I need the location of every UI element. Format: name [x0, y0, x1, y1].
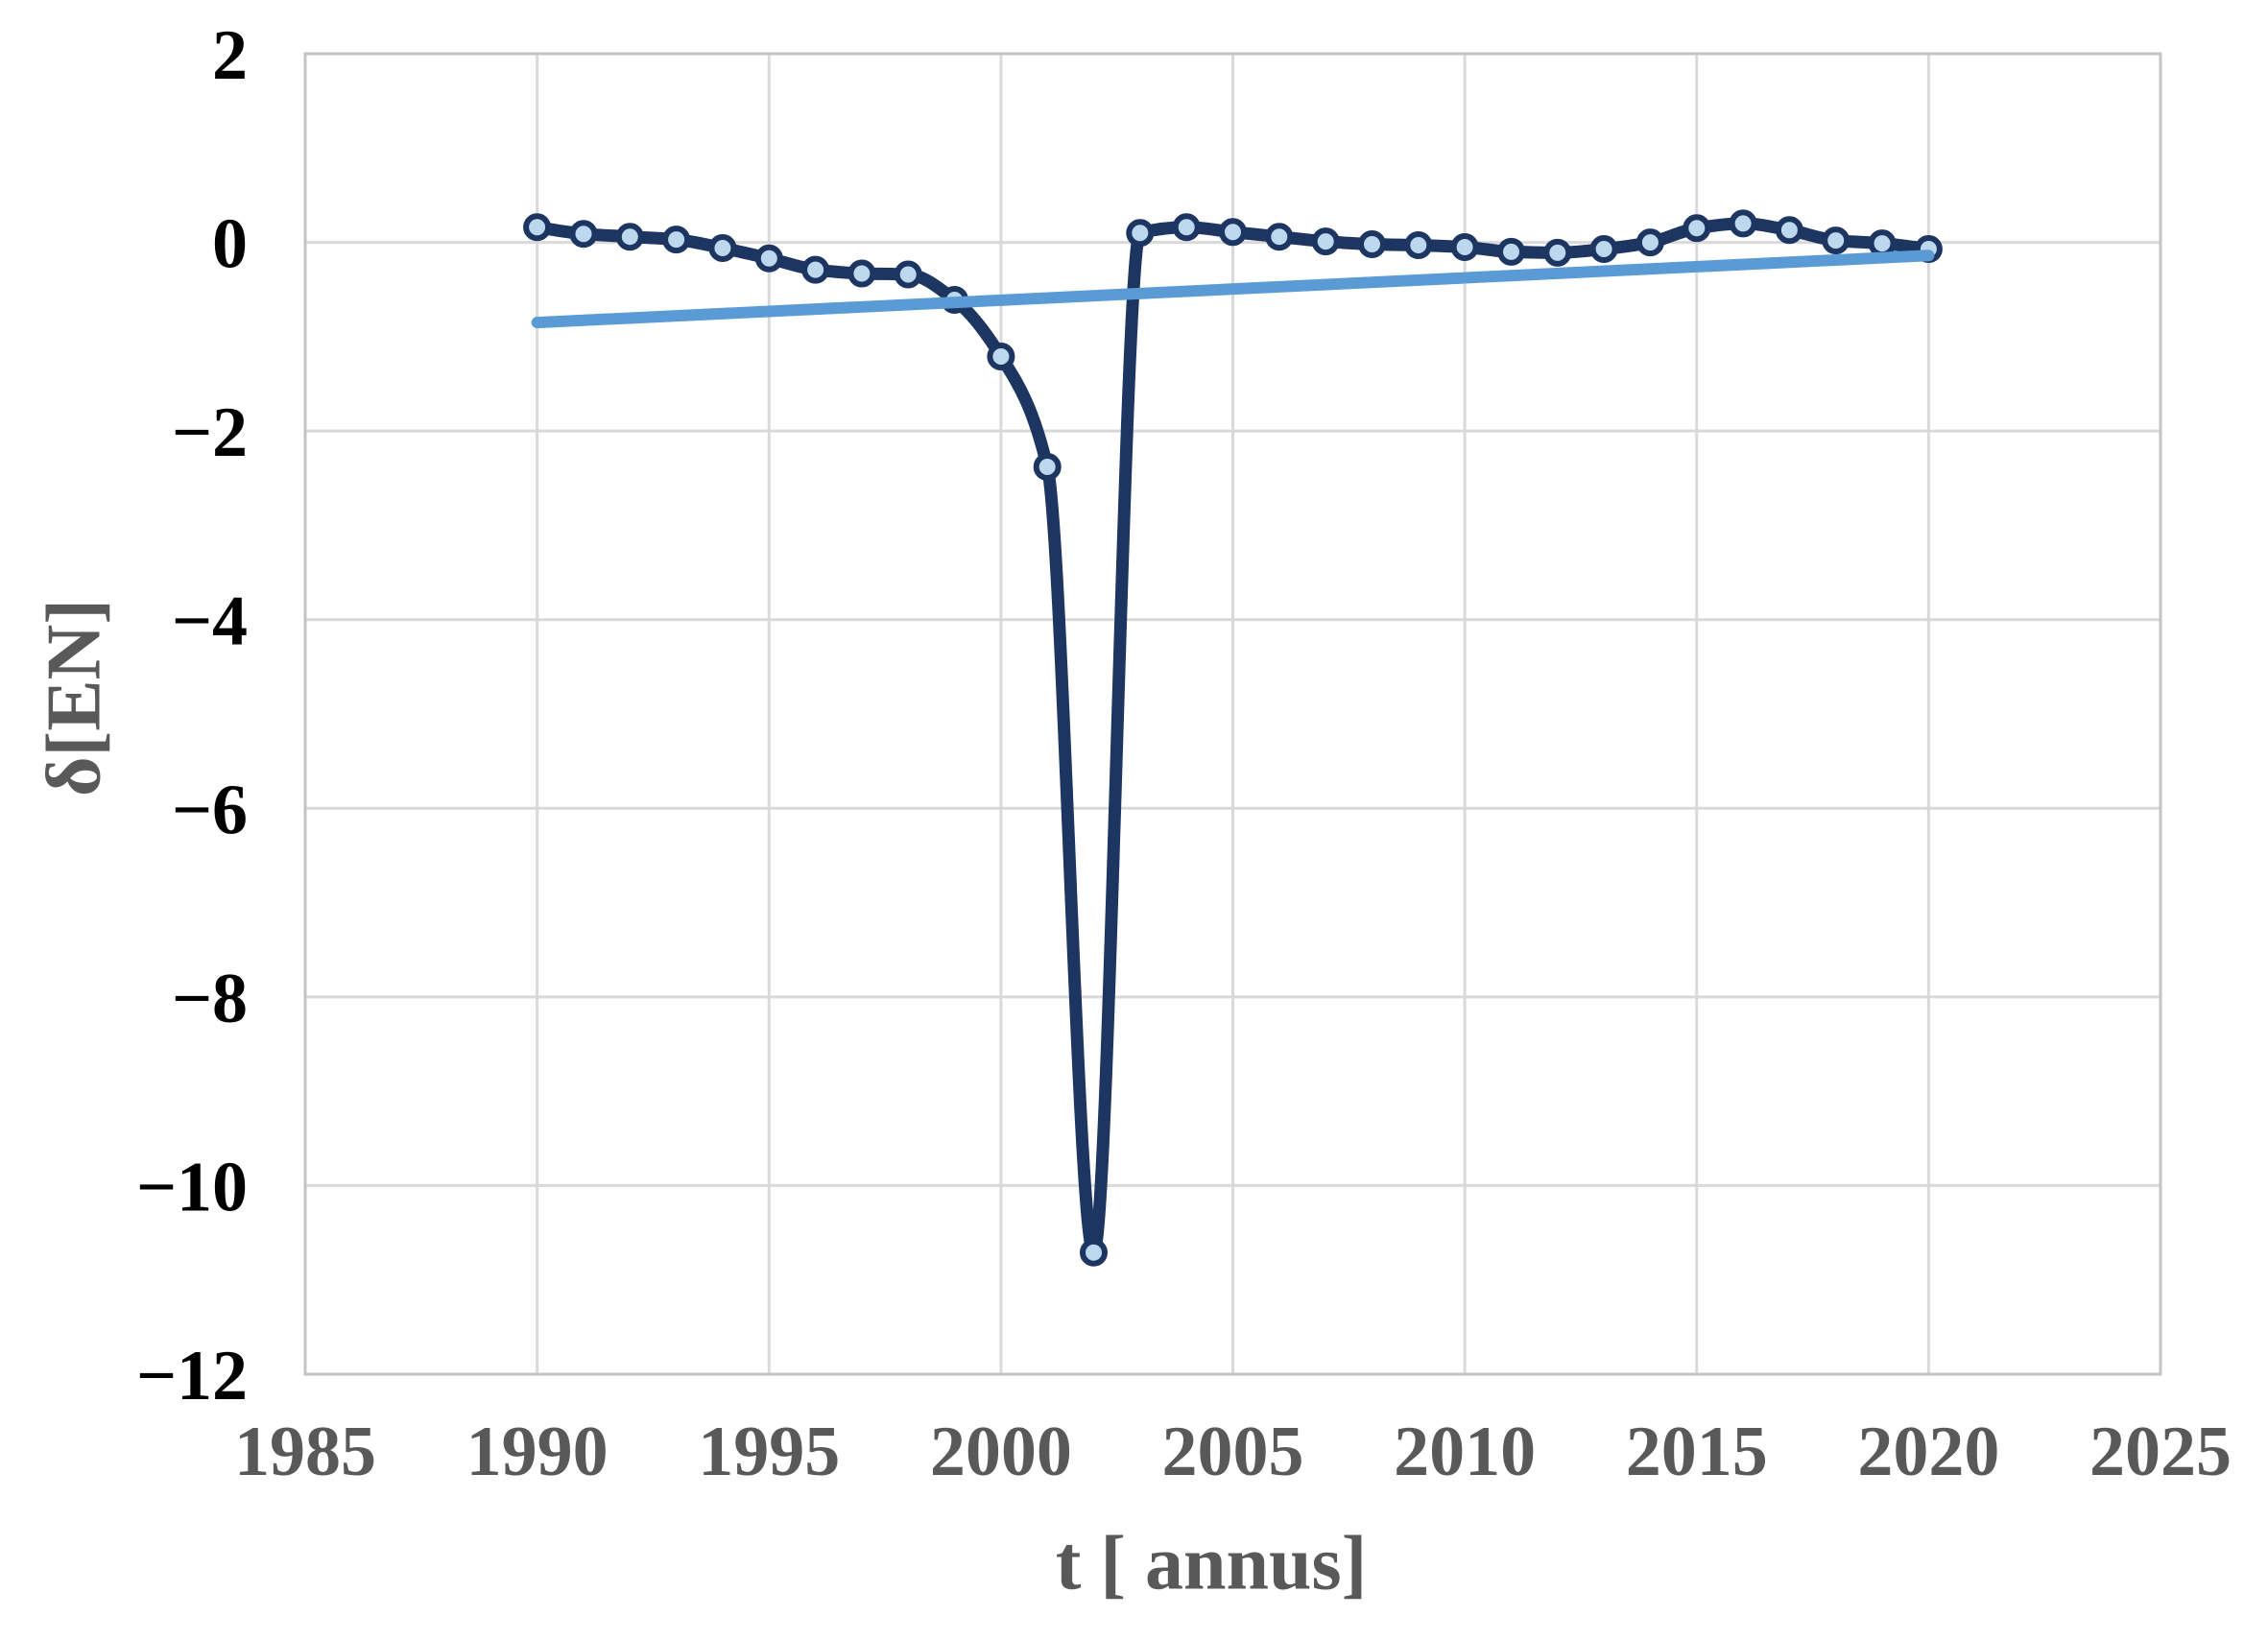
- x-tick-label: 2010: [1394, 1413, 1536, 1491]
- data-point-marker: [1589, 235, 1618, 263]
- data-point-marker: [1868, 229, 1897, 258]
- data-point-marker: [662, 226, 691, 254]
- data-point-marker: [848, 259, 876, 288]
- data-point-marker: [801, 255, 830, 284]
- y-tick-label: −10: [136, 1148, 248, 1226]
- data-point-marker: [894, 260, 922, 289]
- data-point-marker: [987, 343, 1015, 370]
- data-point-marker: [1265, 223, 1294, 251]
- y-tick-label: −6: [172, 771, 248, 849]
- data-point-marker: [1822, 226, 1850, 255]
- x-tick-label: 2025: [2089, 1413, 2232, 1491]
- data-point-marker: [1775, 216, 1803, 245]
- data-point-marker: [1729, 209, 1757, 238]
- plot-area-border: [303, 52, 2162, 1376]
- x-axis-title: t [ annus]: [1055, 1521, 1368, 1606]
- y-tick-label: −8: [172, 960, 248, 1038]
- data-point-marker: [1033, 453, 1062, 481]
- data-point-marker: [1311, 227, 1340, 256]
- data-point-marker: [1126, 219, 1155, 248]
- x-tick-label: 2020: [1857, 1413, 1999, 1491]
- data-point-marker: [708, 234, 737, 262]
- x-tick-label: 2015: [1626, 1413, 1768, 1491]
- data-point-marker: [1497, 237, 1525, 266]
- y-tick-label: −2: [172, 393, 248, 472]
- data-point-marker: [1080, 1238, 1108, 1267]
- x-tick-label: 1985: [234, 1413, 376, 1491]
- y-tick-label: 2: [212, 16, 248, 95]
- data-point-marker: [1635, 228, 1664, 257]
- x-tick-label: 1995: [698, 1413, 840, 1491]
- trend-line: [531, 250, 1935, 329]
- data-point-marker: [1404, 231, 1433, 259]
- data-point-marker: [1358, 230, 1386, 258]
- data-point-marker: [1172, 213, 1201, 242]
- data-point-marker: [569, 220, 598, 249]
- data-point-marker: [1219, 218, 1247, 247]
- x-tick-label: 2000: [930, 1413, 1072, 1491]
- y-axis-title: δ[EN]: [32, 599, 117, 796]
- y-tick-label: −4: [172, 582, 248, 661]
- data-point-marker: [1543, 238, 1572, 267]
- data-point-marker: [754, 244, 783, 273]
- data-point-marker: [523, 213, 552, 242]
- x-tick-label: 2005: [1162, 1413, 1304, 1491]
- y-tick-label: 0: [212, 205, 248, 284]
- x-tick-label: 1990: [466, 1413, 609, 1491]
- data-point-marker: [1450, 233, 1479, 261]
- y-tick-label: −12: [136, 1337, 248, 1415]
- data-point-marker: [1683, 214, 1711, 243]
- data-point-marker: [615, 223, 644, 251]
